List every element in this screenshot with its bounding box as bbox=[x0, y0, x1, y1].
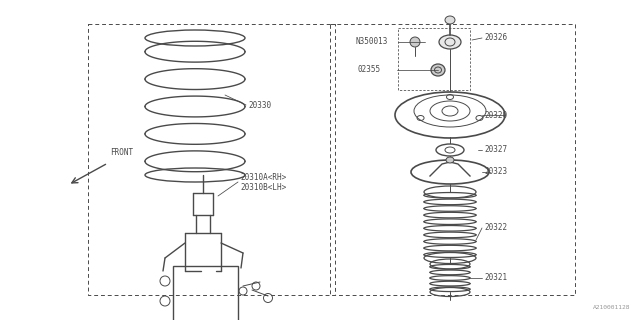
Ellipse shape bbox=[411, 160, 489, 184]
Text: 20320: 20320 bbox=[484, 110, 507, 119]
Text: 20321: 20321 bbox=[484, 274, 507, 283]
Ellipse shape bbox=[439, 35, 461, 49]
Text: 20310A<RH>: 20310A<RH> bbox=[240, 172, 286, 181]
Text: FRONT: FRONT bbox=[110, 148, 133, 157]
Ellipse shape bbox=[410, 37, 420, 47]
Ellipse shape bbox=[436, 144, 464, 156]
Text: 20330: 20330 bbox=[248, 100, 271, 109]
Ellipse shape bbox=[442, 106, 458, 116]
Text: 02355: 02355 bbox=[358, 66, 381, 75]
Text: 20310B<LH>: 20310B<LH> bbox=[240, 183, 286, 193]
Ellipse shape bbox=[431, 64, 445, 76]
Text: 20327: 20327 bbox=[484, 146, 507, 155]
Ellipse shape bbox=[395, 92, 505, 138]
Text: 20326: 20326 bbox=[484, 34, 507, 43]
Text: A210001128: A210001128 bbox=[593, 305, 630, 310]
Text: 20323: 20323 bbox=[484, 167, 507, 177]
Bar bbox=[173, 266, 238, 320]
Ellipse shape bbox=[446, 157, 454, 163]
Text: 20322: 20322 bbox=[484, 223, 507, 233]
Text: N350013: N350013 bbox=[355, 37, 387, 46]
Ellipse shape bbox=[445, 16, 455, 24]
